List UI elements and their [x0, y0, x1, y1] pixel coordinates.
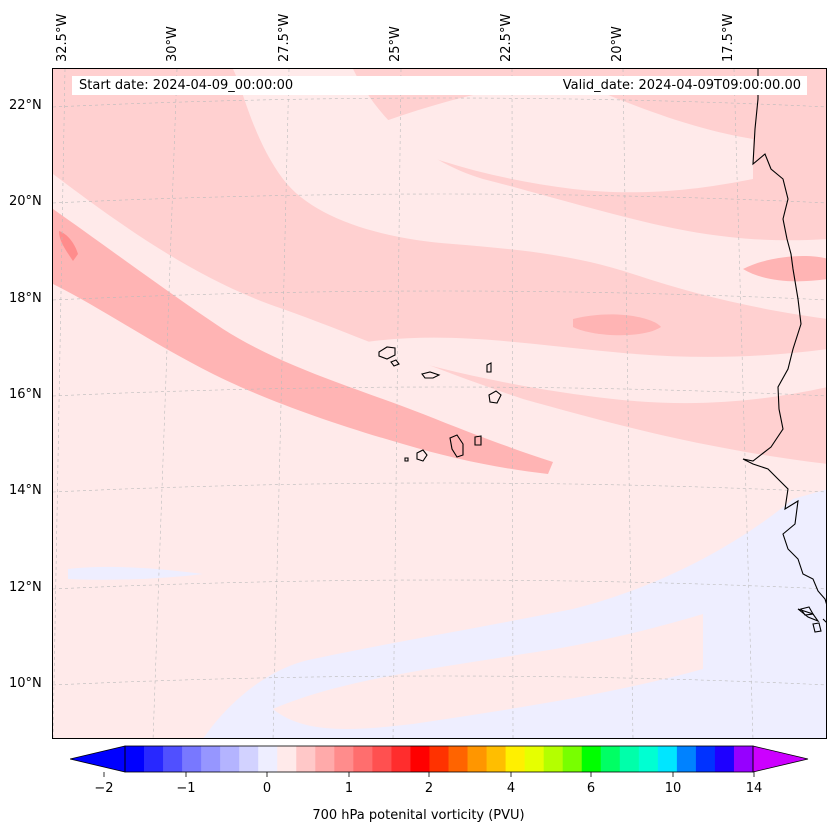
island-santiago [449, 434, 464, 458]
colorbar-cell [163, 746, 183, 772]
island-sao-vicente [390, 359, 400, 367]
colorbar-cell [125, 746, 145, 772]
island-santo-antao [378, 346, 396, 360]
lat-label: 22°N [9, 98, 42, 113]
colorbar-cell [429, 746, 449, 772]
colorbar-cell [733, 746, 754, 772]
lon-label: 30°W [165, 26, 180, 62]
colorbar-cell [220, 746, 240, 772]
pv-spot-strong [59, 231, 78, 261]
colorbar-cell [505, 746, 526, 772]
colorbar-cells [125, 746, 754, 772]
island-fogo [416, 449, 428, 462]
colorbar-cell [581, 746, 602, 772]
info-bar [72, 76, 807, 95]
colorbar-cell [296, 746, 316, 772]
colorbar-cell [239, 746, 259, 772]
colorbar-tick-label: 2 [424, 781, 434, 796]
pv-field-map [53, 69, 826, 738]
island-boa-vista [488, 390, 502, 404]
pv-patch-medium-2 [743, 256, 826, 282]
lon-label: 32.5°W [55, 13, 70, 62]
pv-negative-strip [68, 566, 203, 580]
colorbar-cell [201, 746, 221, 772]
pv-band-medium [53, 209, 553, 474]
lat-label: 10°N [9, 676, 42, 691]
colorbar-cell [315, 746, 335, 772]
colorbar-cell [676, 746, 697, 772]
lat-label: 14°N [9, 483, 42, 498]
colorbar-cell [562, 746, 583, 772]
pv-south-light [273, 614, 703, 729]
colorbar-tick-label: 14 [745, 781, 763, 796]
colorbar-cell [144, 746, 164, 772]
colorbar-cell [657, 746, 678, 772]
lat-label: 16°N [9, 387, 42, 402]
colorbar-cell [524, 746, 545, 772]
colorbar-extend-low [70, 745, 126, 773]
valid-date-label: Valid_date: 2024-04-09T09:00:00.00 [562, 78, 801, 93]
colorbar-cell [258, 746, 278, 772]
colorbar-tick-label: 6 [586, 781, 596, 796]
colorbar-outline [124, 745, 754, 773]
island-sao-nicolau [421, 371, 441, 379]
pv-pocket [363, 85, 753, 193]
colorbar-tick-label: 10 [664, 781, 682, 796]
colorbar-cell [353, 746, 373, 772]
colorbar [70, 745, 809, 777]
colorbar-cell [277, 746, 297, 772]
colorbar-cell [391, 746, 411, 772]
lon-label: 17.5°W [721, 13, 736, 62]
lon-label: 22.5°W [499, 13, 514, 62]
lat-label: 18°N [9, 291, 42, 306]
bissagos-islands [800, 606, 822, 633]
colorbar-cell [543, 746, 564, 772]
map-frame [52, 68, 827, 739]
colorbar-extend-high [752, 745, 809, 773]
colorbar-tick-label: −2 [94, 781, 114, 796]
pv-pocket-2 [353, 337, 826, 404]
colorbar-cell [410, 746, 430, 772]
island-brava [404, 457, 409, 462]
lat-label: 20°N [9, 194, 42, 209]
colorbar-cell [448, 746, 468, 772]
graticule [53, 69, 826, 738]
colorbar-cell [619, 746, 640, 772]
colorbar-cell [600, 746, 621, 772]
lon-label: 25°W [388, 26, 403, 62]
colorbar-ticks [103, 772, 755, 777]
colorbar-cell [334, 746, 354, 772]
colorbar-tick-label: 0 [262, 781, 272, 796]
colorbar-cell [486, 746, 507, 772]
lat-label: 12°N [9, 580, 42, 595]
colorbar-tick-label: 1 [344, 781, 354, 796]
colorbar-cell [714, 746, 735, 772]
colorbar-cell [695, 746, 716, 772]
lon-label: 27.5°W [277, 13, 292, 62]
pv-patch-medium [573, 314, 661, 336]
island-sal [486, 362, 492, 373]
lon-label: 20°W [610, 26, 625, 62]
island-maio [474, 435, 482, 446]
colorbar-cell [467, 746, 487, 772]
cape-verde-islands [378, 346, 502, 462]
colorbar-cell [638, 746, 659, 772]
colorbar-cell [372, 746, 392, 772]
start-date-label: Start date: 2024-04-09_00:00:00 [79, 78, 294, 93]
colorbar-cell [182, 746, 202, 772]
colorbar-tick-label: 4 [506, 781, 516, 796]
colorbar-title: 700 hPa potenital vorticity (PVU) [312, 808, 525, 823]
colorbar-tick-label: −1 [176, 781, 196, 796]
